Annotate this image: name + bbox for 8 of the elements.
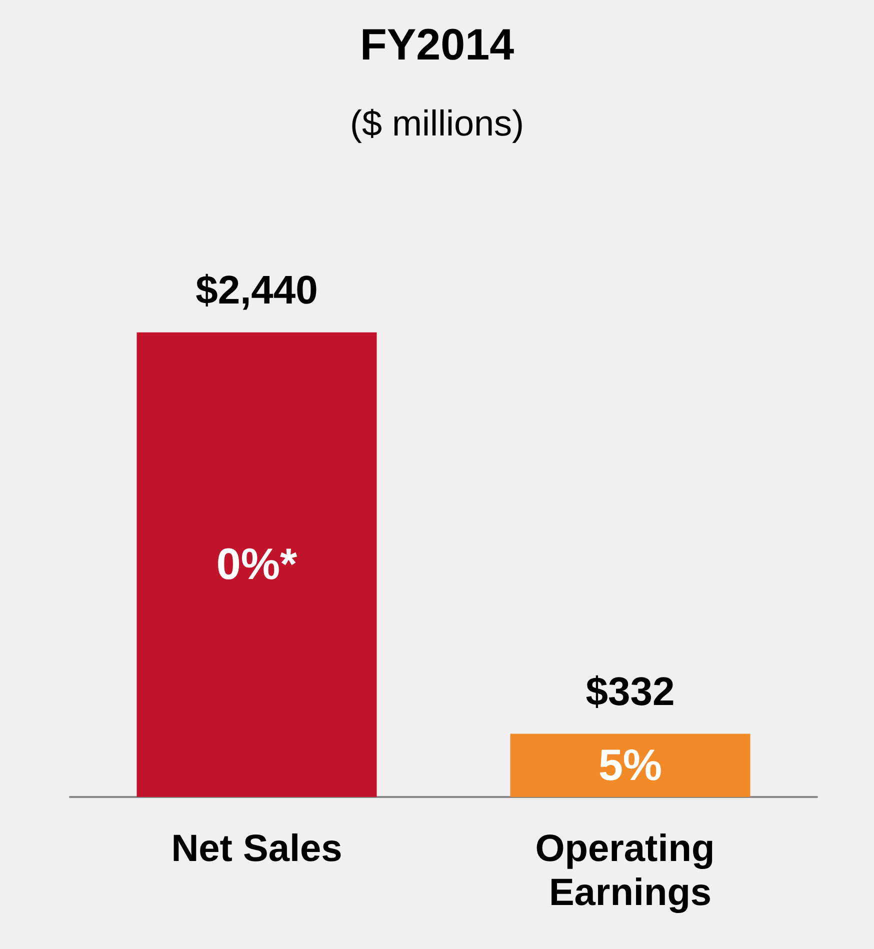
data-label: $332 [586, 670, 675, 714]
x-tick-label: Net Sales [171, 828, 342, 870]
data-label: $2,440 [196, 268, 318, 312]
annotation: 0%* [216, 540, 298, 590]
annotation: 5% [598, 740, 662, 790]
chart-subtitle: ($ millions) [350, 102, 524, 144]
chart-title: FY2014 [360, 20, 515, 70]
x-tick-label: Operating Earnings [535, 828, 726, 914]
